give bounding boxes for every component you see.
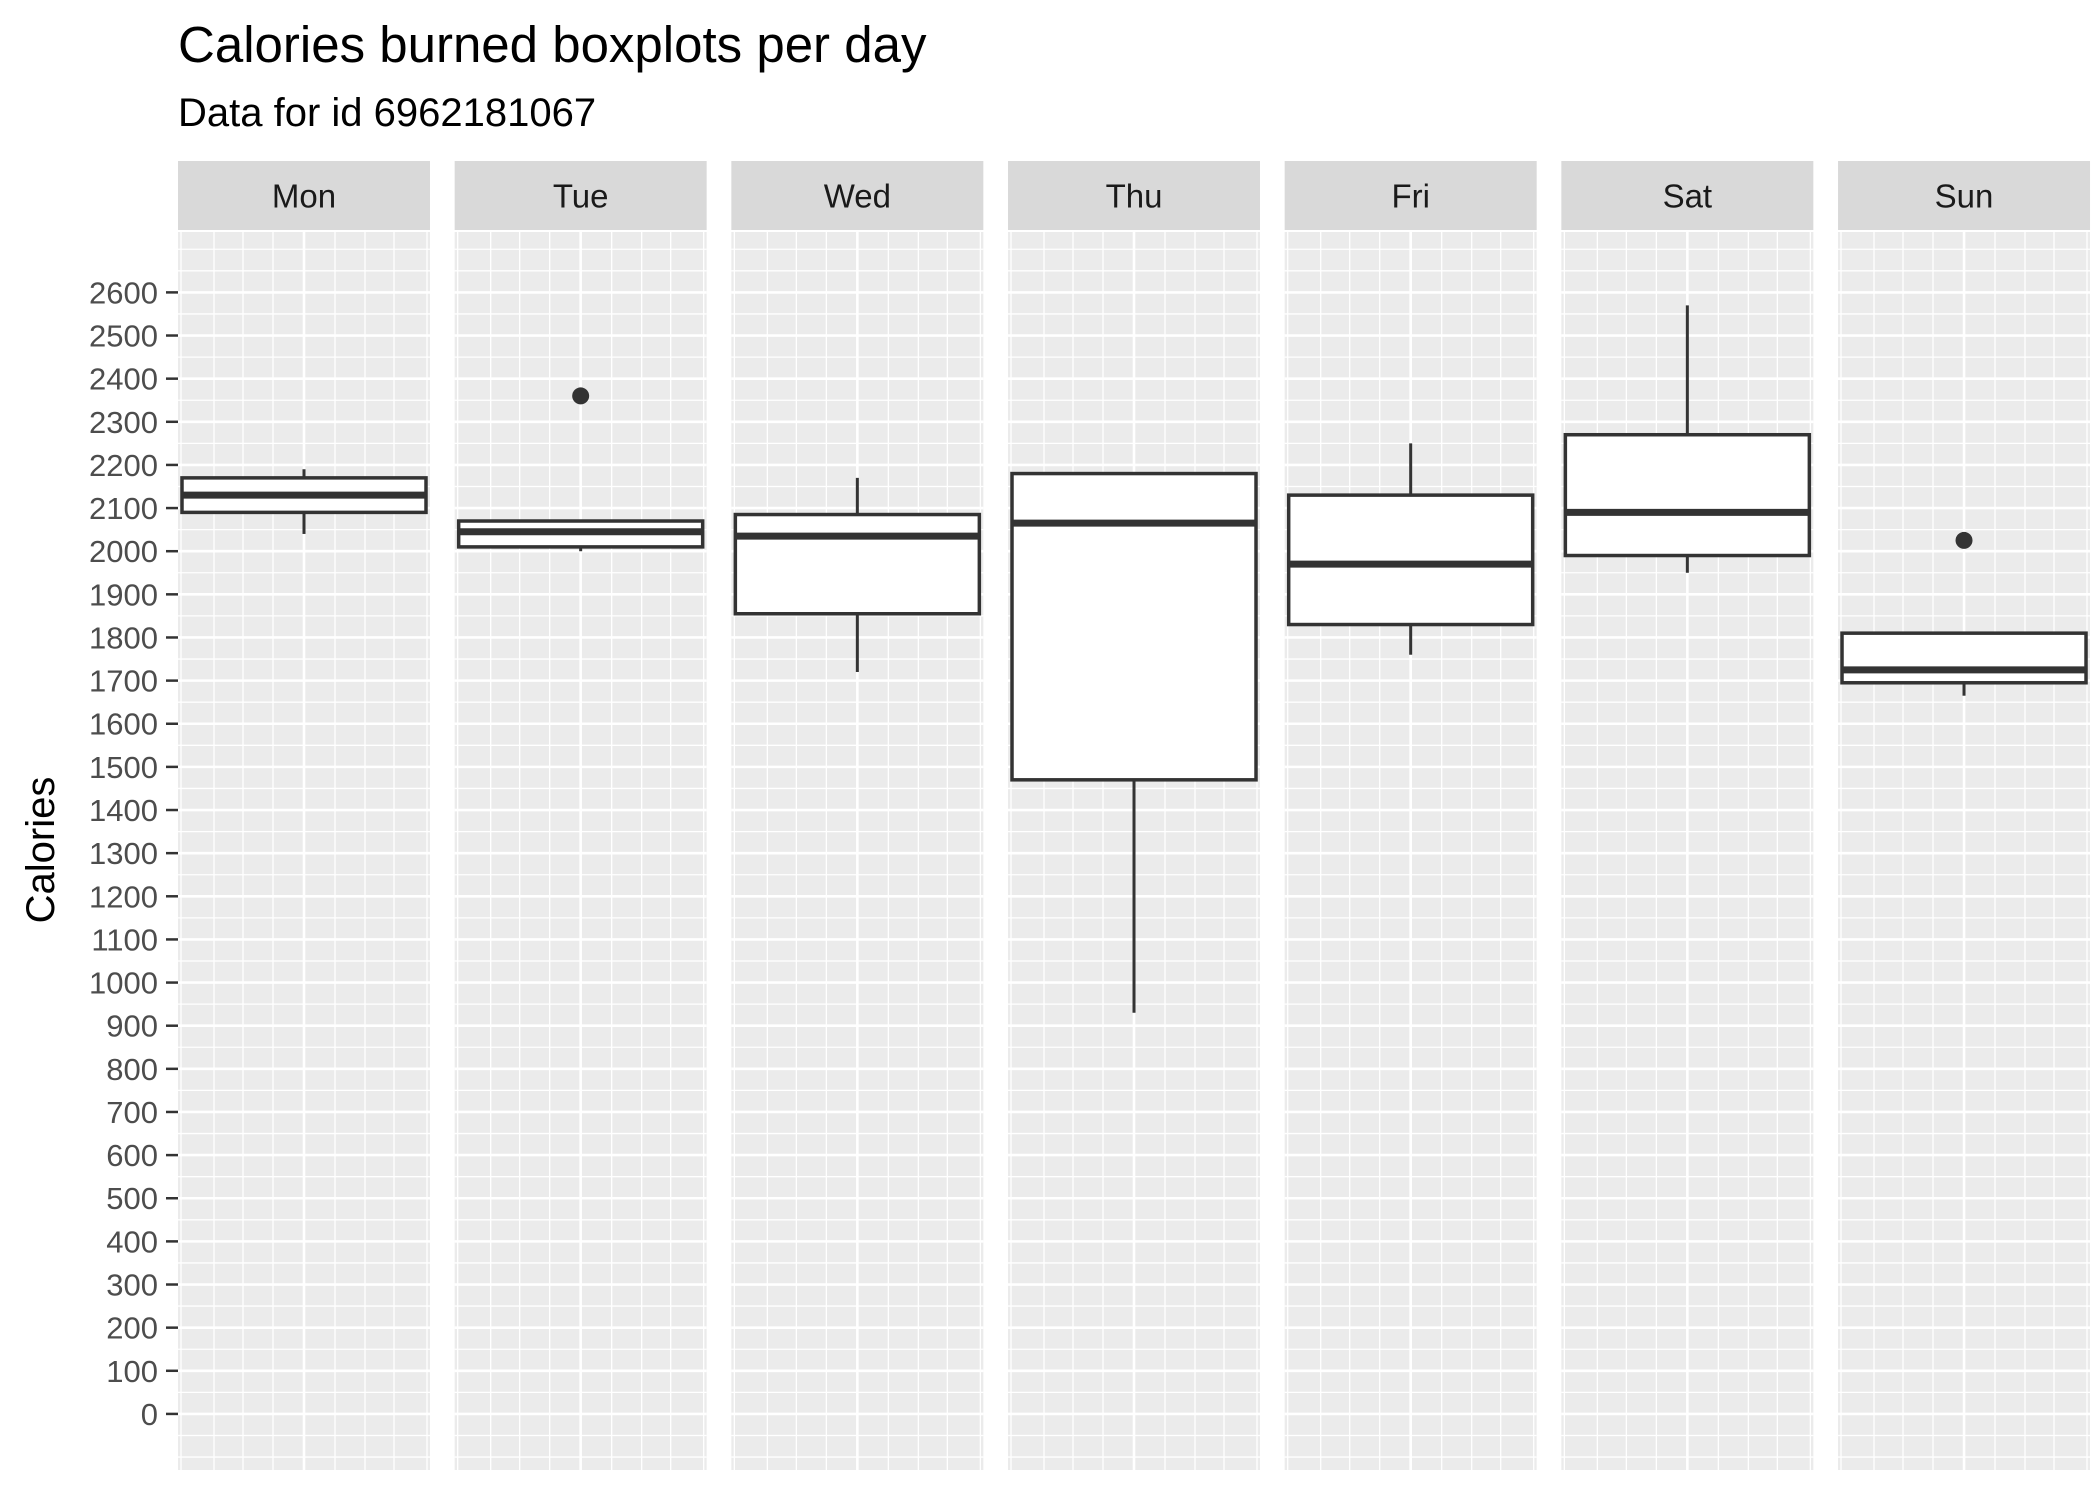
y-tick-label: 600 xyxy=(106,1138,158,1173)
facet-strip xyxy=(1838,161,2091,230)
y-tick-label: 1200 xyxy=(89,879,158,914)
facet-sat: Sat xyxy=(1561,161,1814,1470)
facet-label: Mon xyxy=(272,178,336,215)
y-tick-label: 300 xyxy=(106,1268,158,1303)
y-axis-label: Calories xyxy=(19,777,63,924)
y-tick-label: 2000 xyxy=(89,534,158,569)
y-tick-label: 400 xyxy=(106,1224,158,1259)
y-axis: 0 100 200 300 400 500 600 700 800 900 1000 1100 1200… xyxy=(89,275,178,1432)
facet-label: Sun xyxy=(1935,178,1994,215)
y-tick-label: 1000 xyxy=(89,966,158,1001)
facet-strip xyxy=(1284,161,1537,230)
facet-mon: Mon xyxy=(178,161,430,1470)
y-tick-label: 1900 xyxy=(89,577,158,612)
facet-strip xyxy=(1008,161,1261,230)
facet-strip xyxy=(454,161,707,230)
facet-strip xyxy=(731,161,984,230)
facet-wed: Wed xyxy=(731,161,984,1470)
y-tick-label: 0 xyxy=(141,1397,158,1432)
y-tick-label: 1300 xyxy=(89,836,158,871)
y-tick-label: 2500 xyxy=(89,319,158,354)
y-tick-label: 2600 xyxy=(89,275,158,310)
outlier-point xyxy=(1955,531,1973,549)
facet-strip xyxy=(178,161,430,230)
y-tick-label: 1100 xyxy=(91,922,158,957)
facet-strip xyxy=(1561,161,1814,230)
facet-sun: Sun xyxy=(1838,161,2091,1470)
y-tick-label: 700 xyxy=(106,1095,158,1130)
facet-panels: Mon Tue Wed Thu Fri Sat Sun xyxy=(178,161,2091,1470)
y-tick-label: 1800 xyxy=(89,620,158,655)
facet-label: Sat xyxy=(1663,178,1713,215)
facet-label: Tue xyxy=(553,178,609,215)
box xyxy=(1286,493,1535,627)
y-tick-label: 2200 xyxy=(89,448,158,483)
chart-title: Calories burned boxplots per day xyxy=(178,16,927,73)
y-tick-label: 1400 xyxy=(89,793,158,828)
y-tick-label: 500 xyxy=(106,1181,158,1216)
y-tick-label: 2300 xyxy=(89,405,158,440)
y-tick-label: 100 xyxy=(106,1354,158,1389)
y-tick-label: 2100 xyxy=(89,491,158,526)
y-tick-label: 2400 xyxy=(89,362,158,397)
outlier-point xyxy=(572,387,590,405)
chart-subtitle: Data for id 6962181067 xyxy=(178,91,596,135)
facet-label: Fri xyxy=(1391,178,1429,215)
box xyxy=(1010,471,1258,782)
y-tick-label: 1700 xyxy=(89,664,158,699)
facet-label: Wed xyxy=(824,178,891,215)
y-tick-label: 900 xyxy=(106,1009,158,1044)
facet-tue: Tue xyxy=(454,161,707,1470)
box xyxy=(1563,432,1812,558)
facet-fri: Fri xyxy=(1284,161,1537,1470)
facet-label: Thu xyxy=(1106,178,1163,215)
y-tick-label: 1600 xyxy=(89,707,158,742)
y-tick-label: 800 xyxy=(106,1052,158,1087)
box xyxy=(1840,631,2088,685)
facet-thu: Thu xyxy=(1008,161,1261,1470)
y-tick-label: 200 xyxy=(106,1311,158,1346)
y-tick-label: 1500 xyxy=(89,750,158,785)
box xyxy=(733,512,982,616)
